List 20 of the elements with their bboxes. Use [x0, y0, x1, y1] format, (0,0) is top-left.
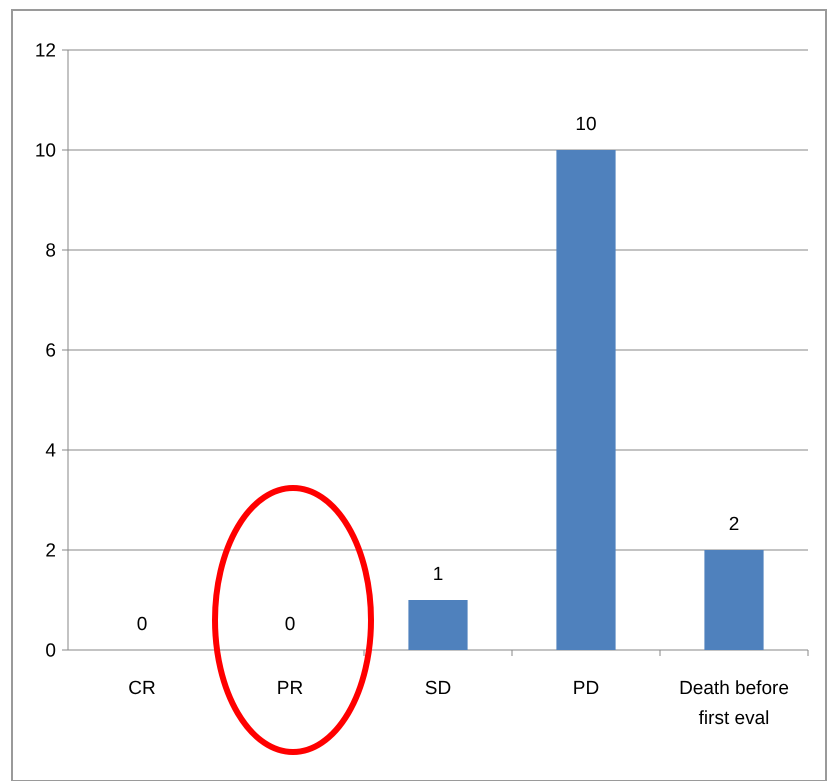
data-label: 2 — [728, 514, 740, 535]
y-tick-label: 0 — [45, 640, 56, 662]
data-label: 0 — [136, 614, 148, 635]
y-tick-label: 8 — [45, 240, 56, 262]
data-label: 1 — [432, 564, 444, 585]
x-tick-label: Death before first eval — [679, 678, 789, 729]
x-tick-label: CR — [128, 678, 156, 699]
bar — [408, 600, 468, 650]
bar — [556, 150, 616, 650]
y-tick-label: 6 — [45, 340, 56, 362]
y-tick-label: 10 — [34, 140, 56, 162]
x-tick-label: PD — [572, 678, 600, 699]
data-label: 0 — [284, 614, 296, 635]
y-tick-label: 4 — [45, 440, 56, 462]
data-label: 10 — [575, 114, 597, 135]
bar — [704, 550, 764, 650]
x-tick-label: SD — [424, 678, 452, 699]
y-tick-label: 2 — [45, 540, 56, 562]
y-tick-label: 12 — [34, 40, 56, 62]
x-tick-label: PR — [276, 678, 304, 699]
